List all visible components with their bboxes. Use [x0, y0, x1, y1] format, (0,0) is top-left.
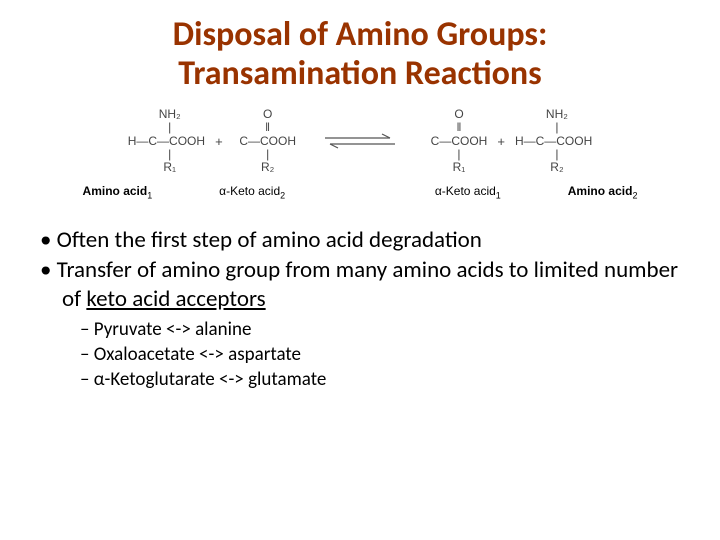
equilibrium-arrow-icon: [320, 131, 400, 151]
product-keto-acid-1: O ‖ C—COOH | R₁: [424, 108, 487, 174]
label-spacer: [320, 184, 401, 200]
plus-sign: +: [497, 134, 505, 149]
sub-bullet-item: Pyruvate <-> alanine: [80, 318, 690, 341]
main-bullet-list: Often the first step of amino acid degra…: [40, 226, 680, 314]
reactant-keto-acid-2: O ‖ C—COOH | R₂: [233, 108, 296, 174]
sub-bullet-item: α-Ketoglutarate <-> glutamate: [80, 368, 690, 391]
product-amino-acid-2: NH₂ | H—C—COOH | R₂: [515, 108, 592, 174]
reaction-diagram: NH₂ | H—C—COOH | R₁ + O ‖ C—COOH | R₂ O …: [30, 108, 690, 174]
bullet-item: Often the first step of amino acid degra…: [40, 226, 680, 255]
sub-bullet-item: Oxaloacetate <-> aspartate: [80, 343, 690, 366]
label-keto-acid-1: α-Keto acid1: [400, 184, 535, 200]
plus-sign: +: [215, 134, 223, 149]
slide-title: Disposal of Amino Groups: Transamination…: [70, 15, 650, 93]
sub-bullet-list: Pyruvate <-> alanine Oxaloacetate <-> as…: [80, 318, 690, 391]
bullet-item: Transfer of amino group from many amino …: [40, 256, 680, 314]
molecule-labels-row: Amino acid1 α-Keto acid2 α-Keto acid1 Am…: [50, 184, 670, 200]
label-amino-acid-2: Amino acid2: [535, 184, 670, 200]
label-keto-acid-2: α-Keto acid2: [185, 184, 320, 200]
reactant-amino-acid-1: NH₂ | H—C—COOH | R₁: [128, 108, 205, 174]
label-amino-acid-1: Amino acid1: [50, 184, 185, 200]
